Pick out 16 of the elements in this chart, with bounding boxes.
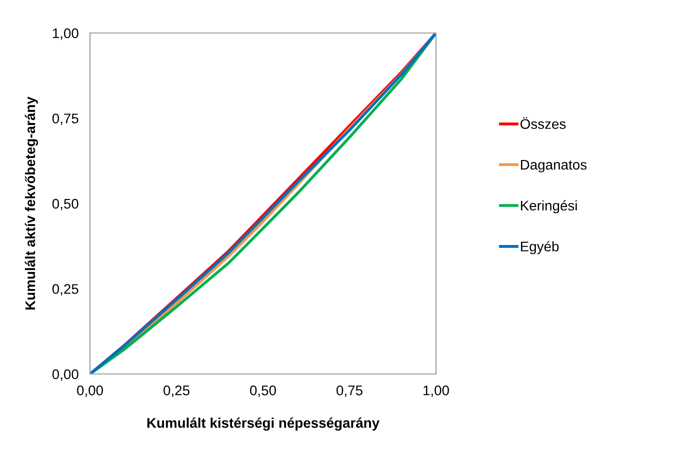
x-tick-label: 1,00: [424, 385, 449, 397]
y-tick-label: 0,75: [52, 114, 78, 126]
y-tick-label: 0,00: [52, 369, 78, 381]
legend-label: Összes: [520, 117, 566, 129]
x-tick-label: 0,00: [77, 385, 103, 397]
y-tick-label: 1,00: [52, 28, 78, 40]
legend-label: Keringési: [520, 200, 577, 214]
legend-label: Daganatos: [520, 160, 587, 172]
x-tick-label: 0,50: [250, 385, 276, 397]
x-axis-title: Kumulált kistérségi népességarány: [147, 418, 380, 431]
y-tick-label: 0,50: [52, 198, 78, 210]
y-axis-title: Kumulált aktív fekvőbeteg-arány: [24, 96, 38, 310]
legend-label: Egyéb: [520, 241, 559, 254]
x-tick-label: 0,25: [164, 385, 190, 397]
x-tick-label: 0,75: [336, 385, 362, 397]
y-tick-label: 0,25: [52, 284, 78, 296]
